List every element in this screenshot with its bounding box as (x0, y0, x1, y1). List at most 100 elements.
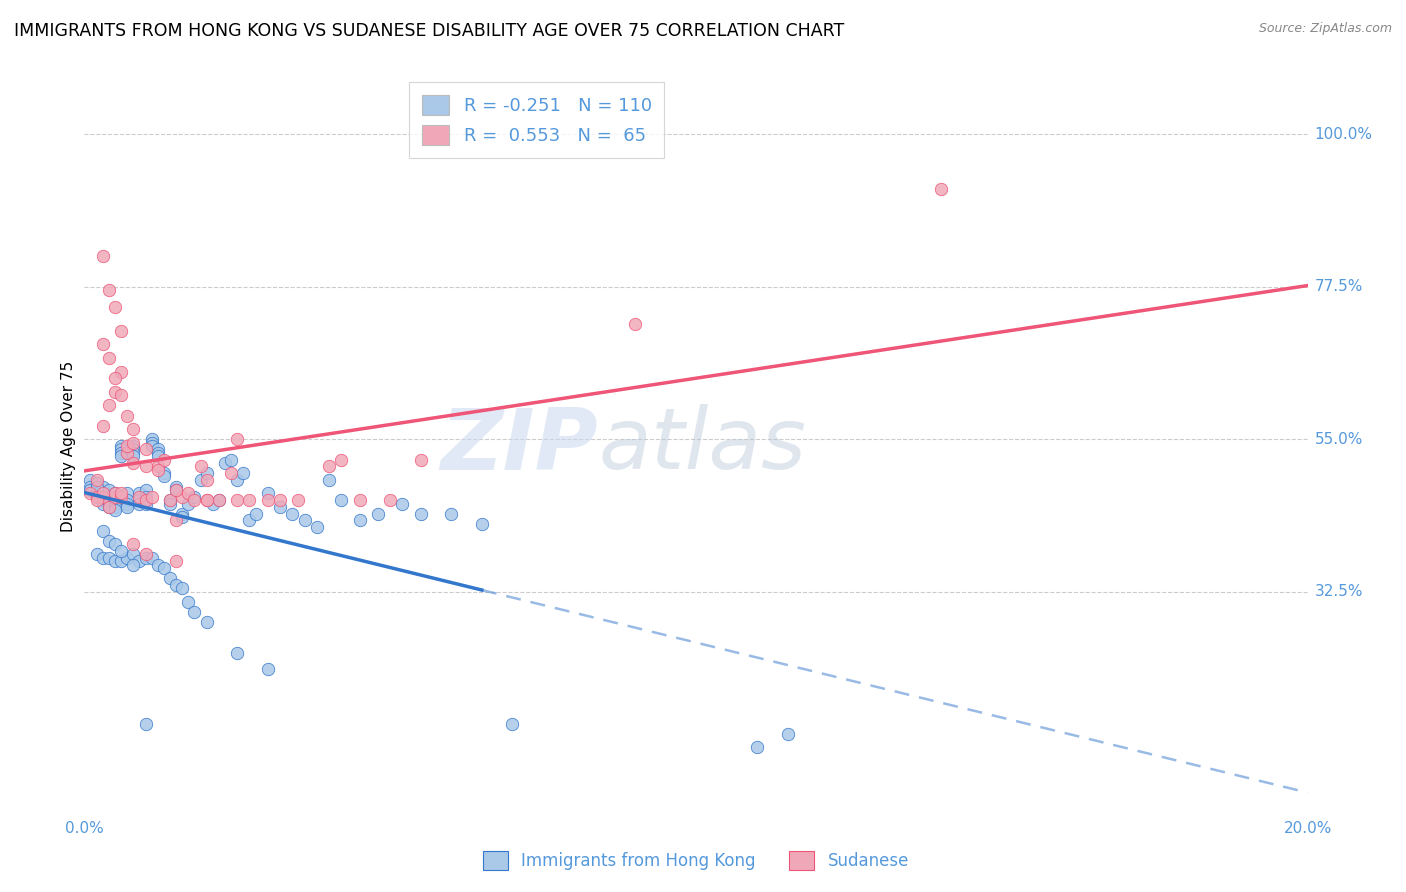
Point (104, 493, 127, 508)
Point (104, 486, 127, 500)
Point (391, 497, 413, 511)
Point (110, 388, 132, 402)
Point (471, 516, 494, 531)
Point (104, 503, 127, 517)
Point (624, 317, 647, 331)
Point (159, 497, 181, 511)
Point (135, 716, 157, 731)
Point (226, 473, 249, 487)
Point (440, 507, 463, 521)
Point (159, 571, 181, 585)
Point (115, 500, 138, 514)
Point (153, 452, 176, 467)
Point (97, 550, 120, 565)
Point (380, 493, 402, 508)
Point (128, 554, 150, 568)
Point (219, 466, 242, 480)
Point (135, 497, 157, 511)
Point (91, 490, 114, 504)
Point (122, 446, 145, 460)
Point (146, 459, 169, 474)
Point (97, 483, 120, 497)
Point (104, 490, 127, 504)
Point (110, 324, 132, 338)
Point (110, 486, 132, 500)
Point (153, 469, 176, 483)
Point (86, 483, 108, 497)
Point (330, 452, 353, 467)
Point (86, 547, 108, 561)
Point (165, 578, 187, 592)
Point (195, 615, 218, 629)
Point (91, 486, 114, 500)
Point (86, 473, 108, 487)
Point (110, 364, 132, 378)
Point (135, 547, 157, 561)
Point (115, 439, 138, 453)
Point (97, 398, 120, 412)
Point (97, 500, 120, 514)
Point (318, 473, 340, 487)
Point (214, 456, 236, 470)
Point (135, 550, 157, 565)
Point (128, 493, 150, 508)
Point (141, 432, 163, 446)
Point (238, 514, 260, 528)
Point (79, 480, 101, 494)
Point (91, 337, 114, 351)
Point (110, 442, 132, 457)
Point (141, 490, 163, 504)
Point (91, 249, 114, 263)
Point (122, 456, 145, 470)
Point (195, 466, 218, 480)
Point (208, 493, 231, 508)
Point (86, 486, 108, 500)
Text: 32.5%: 32.5% (1315, 584, 1362, 599)
Point (146, 449, 169, 463)
Point (128, 486, 150, 500)
Point (104, 500, 127, 514)
Point (104, 371, 127, 385)
Point (201, 497, 224, 511)
Point (219, 452, 242, 467)
Point (172, 490, 194, 504)
Point (177, 595, 200, 609)
Legend: Immigrants from Hong Kong, Sudanese: Immigrants from Hong Kong, Sudanese (477, 844, 915, 877)
Point (104, 554, 127, 568)
Point (146, 442, 169, 457)
Point (146, 446, 169, 460)
Point (91, 480, 114, 494)
Point (146, 463, 169, 477)
Point (172, 507, 194, 521)
Point (135, 459, 157, 474)
Point (172, 510, 194, 524)
Point (195, 473, 218, 487)
Point (122, 537, 145, 551)
Point (281, 507, 304, 521)
Point (502, 716, 524, 731)
Point (294, 514, 316, 528)
Point (349, 514, 371, 528)
Point (91, 486, 114, 500)
Point (245, 507, 267, 521)
Point (183, 493, 205, 508)
Point (183, 605, 205, 619)
Point (153, 561, 176, 575)
Point (172, 581, 194, 595)
Point (86, 476, 108, 491)
Point (141, 550, 163, 565)
Point (86, 490, 108, 504)
Point (128, 490, 150, 504)
Point (305, 520, 328, 534)
Point (86, 490, 108, 504)
Point (86, 480, 108, 494)
Point (104, 497, 127, 511)
Point (287, 493, 309, 508)
Point (257, 493, 280, 508)
Point (257, 486, 280, 500)
Point (409, 507, 432, 521)
Point (110, 490, 132, 504)
Point (97, 351, 120, 365)
Point (776, 727, 799, 741)
Point (122, 449, 145, 463)
